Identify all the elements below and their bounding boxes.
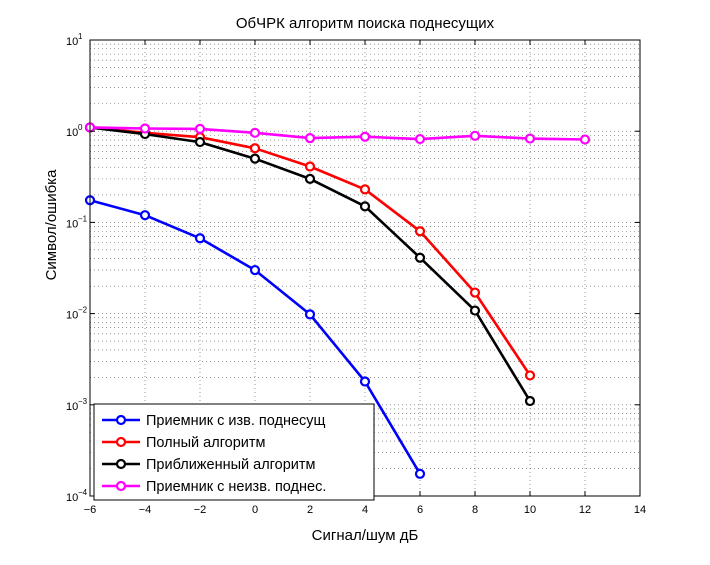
y-tick-label-base: 10 (66, 401, 78, 413)
data-point (469, 305, 481, 316)
data-point (139, 210, 151, 221)
y-axis-label: Символ/ошибка (43, 169, 60, 280)
y-tick-label-base: 10 (66, 36, 78, 48)
legend-label: Приближенный алгоритм (146, 457, 315, 473)
y-tick-label-exponent: 0 (78, 123, 83, 132)
data-point (414, 468, 426, 479)
data-point (414, 226, 426, 237)
x-tick-label: 6 (417, 504, 423, 516)
legend-label: Полный алгоритм (146, 435, 266, 451)
data-point (304, 133, 316, 144)
data-point (249, 143, 261, 154)
legend-box (93, 403, 375, 501)
data-point (304, 173, 316, 184)
x-tick-label: 4 (362, 504, 368, 516)
y-tick-label-base: 10 (66, 127, 78, 139)
x-tick-label: −4 (139, 504, 152, 516)
data-point (194, 136, 206, 148)
data-point (524, 133, 536, 144)
y-tick-label-base: 10 (66, 310, 78, 322)
series-3 (84, 122, 536, 407)
legend-label: Приемник с неизв. поднес. (146, 479, 326, 495)
y-tick-label-base: 10 (66, 218, 78, 230)
y-tick-label-exponent: −3 (78, 397, 88, 406)
y-tick-label-exponent: −2 (78, 306, 88, 315)
y-tick-label-exponent: −1 (78, 214, 88, 223)
data-point (414, 252, 426, 263)
legend-swatch-marker (115, 458, 127, 470)
y-tick-label-base: 10 (66, 492, 78, 504)
data-point (524, 370, 536, 381)
x-tick-label: −6 (84, 504, 97, 516)
data-point (359, 376, 371, 387)
x-tick-label: 14 (634, 504, 646, 516)
data-point (139, 123, 151, 134)
x-tick-label: 10 (524, 504, 536, 516)
series-1 (84, 195, 426, 479)
x-tick-label: 12 (579, 504, 591, 516)
chart-title: ОбЧРК алгоритм поиска поднесущих (236, 15, 495, 32)
data-point (304, 309, 316, 320)
x-tick-label: 8 (472, 504, 478, 516)
data-point (249, 264, 261, 276)
data-point (249, 127, 261, 138)
data-point (359, 201, 371, 212)
data-point (249, 153, 261, 164)
series-4 (84, 122, 591, 145)
series-line (89, 126, 586, 141)
data-point (304, 161, 316, 172)
data-point (359, 131, 371, 142)
legend-swatch-marker (115, 480, 127, 492)
data-point (359, 184, 371, 195)
x-axis-label: Сигнал/шум дБ (312, 527, 419, 544)
legend-label: Приемник с изв. поднесущ (146, 413, 326, 429)
data-point (194, 233, 206, 244)
data-point (579, 134, 591, 145)
data-point (194, 123, 206, 134)
x-tick-label: 2 (307, 504, 313, 516)
x-tick-label: 0 (252, 504, 258, 516)
legend: Приемник с изв. поднесущ Полный алгоритм П… (93, 403, 375, 501)
legend-swatch-marker (115, 436, 127, 448)
y-tick-label-exponent: −4 (78, 488, 88, 497)
data-point (469, 130, 481, 141)
y-tick-label-exponent: 1 (78, 32, 83, 41)
legend-swatch-marker (115, 414, 127, 426)
series-layer (84, 122, 591, 479)
data-point (524, 395, 536, 407)
x-tick-label: −2 (194, 504, 207, 516)
data-point (414, 133, 426, 145)
data-point (469, 287, 481, 298)
